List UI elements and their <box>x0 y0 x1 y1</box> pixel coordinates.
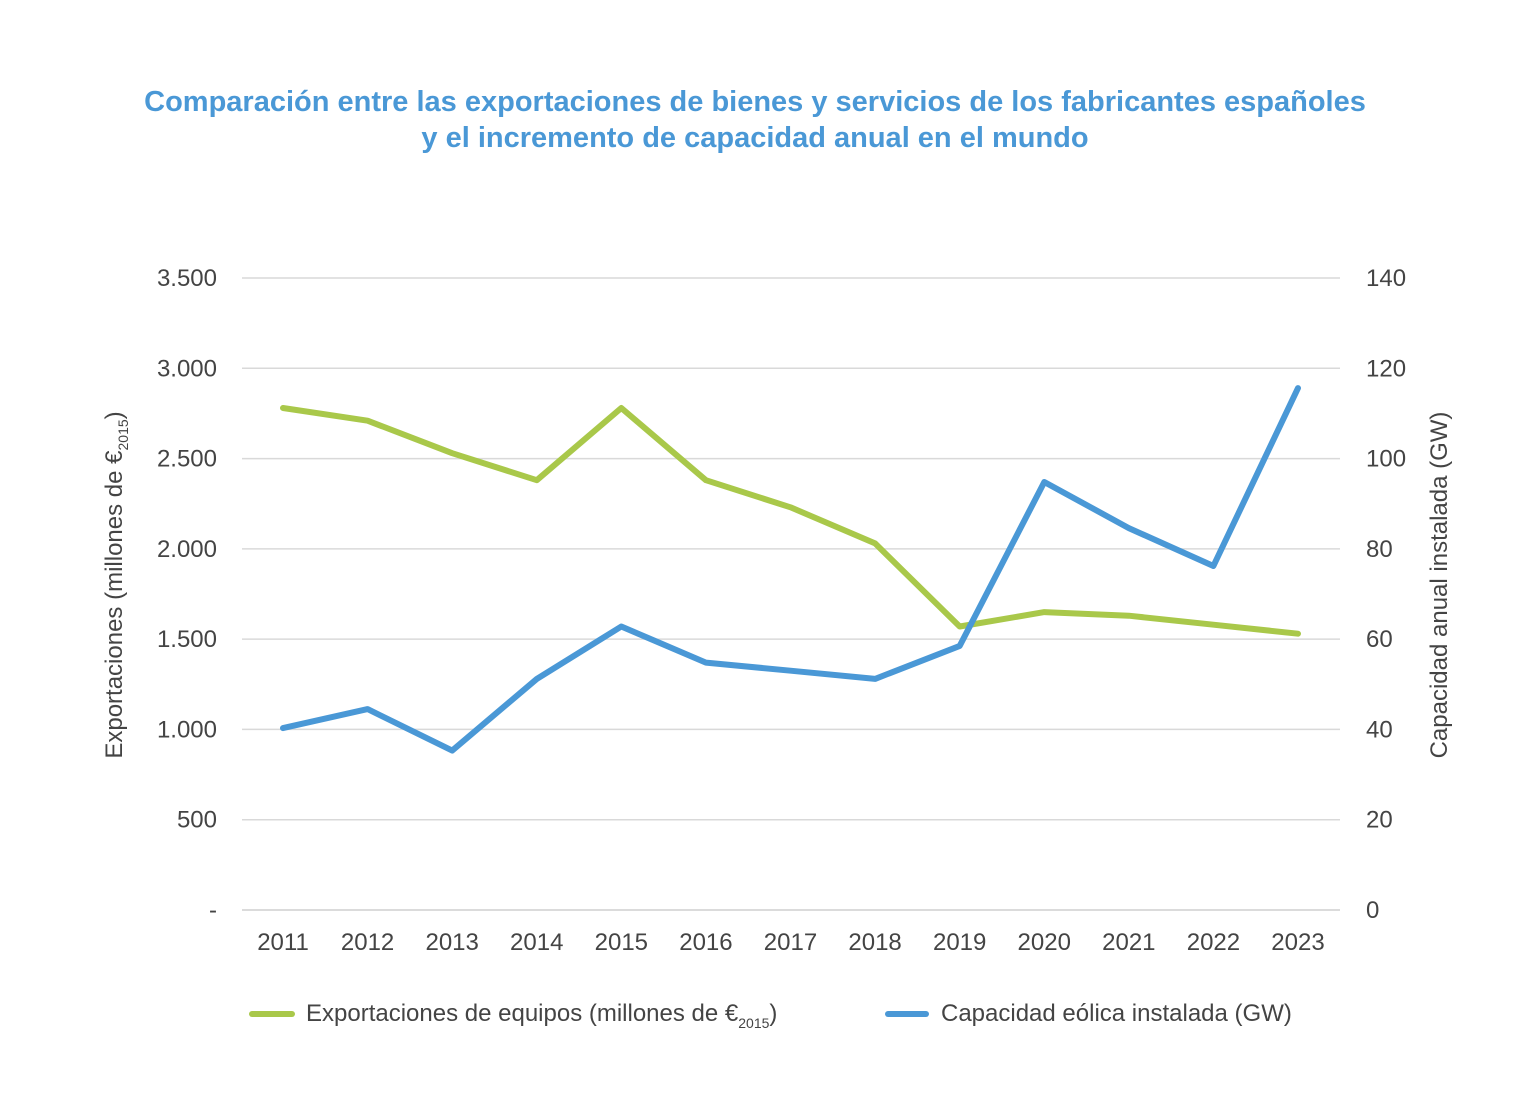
series-line-capacidad <box>280 385 1301 754</box>
x-tick-label: 2014 <box>510 929 563 956</box>
x-tick-label: 2015 <box>595 929 648 956</box>
left-axis-ticks: - 500 1.000 1.500 2.000 2.500 3.000 3.500 <box>157 265 217 924</box>
series-line-exportaciones <box>280 405 1301 637</box>
legend-label-exportaciones-tail: ) <box>769 1000 777 1027</box>
legend-label-exportaciones-main: Exportaciones de equipos (millones de € <box>306 1000 739 1027</box>
x-axis-ticks: 2011 2012 2013 2014 2015 2016 2017 2018 2019 2020… <box>257 929 1325 956</box>
left-tick-label: - <box>209 897 217 924</box>
left-axis-title-main: Exportaciones (millones de € <box>101 450 128 759</box>
x-tick-label: 2023 <box>1271 929 1324 956</box>
left-tick-label: 1.500 <box>157 626 217 653</box>
legend-label-exportaciones-sub: 2015 <box>738 1015 769 1031</box>
x-tick-label: 2018 <box>848 929 901 956</box>
right-tick-label: 40 <box>1366 716 1393 743</box>
left-tick-label: 2.000 <box>157 536 217 563</box>
right-tick-label: 0 <box>1366 897 1379 924</box>
left-tick-label: 2.500 <box>157 446 217 473</box>
left-axis-title-tail: ) <box>101 411 128 419</box>
left-axis-title: Exportaciones (millones de €2015) <box>101 411 131 758</box>
legend-label-capacidad: Capacidad eólica instalada (GW) <box>941 1000 1292 1027</box>
left-tick-label: 500 <box>177 807 217 834</box>
right-axis-ticks: 0 20 40 60 80 100 120 140 <box>1366 265 1406 924</box>
left-tick-label: 3.500 <box>157 265 217 292</box>
x-tick-label: 2017 <box>764 929 817 956</box>
chart-title: Comparación entre las exportaciones de b… <box>0 84 1510 156</box>
chart-title-line-1: Comparación entre las exportaciones de b… <box>144 86 1366 118</box>
right-axis-title: Capacidad anual instalada (GW) <box>1426 412 1453 759</box>
x-tick-label: 2021 <box>1102 929 1155 956</box>
legend: Exportaciones de equipos (millones de €2… <box>249 1000 1292 1031</box>
right-tick-label: 120 <box>1366 355 1406 382</box>
legend-label-exportaciones: Exportaciones de equipos (millones de €2… <box>306 1000 777 1031</box>
x-tick-label: 2013 <box>425 929 478 956</box>
right-tick-label: 100 <box>1366 446 1406 473</box>
right-tick-label: 60 <box>1366 626 1393 653</box>
left-tick-label: 3.000 <box>157 355 217 382</box>
x-tick-label: 2019 <box>933 929 986 956</box>
right-tick-label: 20 <box>1366 807 1393 834</box>
left-axis-title-sub: 2015 <box>115 419 131 450</box>
series-lines <box>280 385 1301 754</box>
x-tick-label: 2012 <box>341 929 394 956</box>
gridlines <box>242 277 1340 911</box>
x-tick-label: 2016 <box>679 929 732 956</box>
x-tick-label: 2011 <box>257 929 309 956</box>
left-tick-label: 1.000 <box>157 716 217 743</box>
chart-title-line-2: y el incremento de capacidad anual en el… <box>421 122 1089 154</box>
right-tick-label: 140 <box>1366 265 1406 292</box>
x-tick-label: 2022 <box>1187 929 1240 956</box>
x-tick-label: 2020 <box>1018 929 1071 956</box>
right-tick-label: 80 <box>1366 536 1393 563</box>
